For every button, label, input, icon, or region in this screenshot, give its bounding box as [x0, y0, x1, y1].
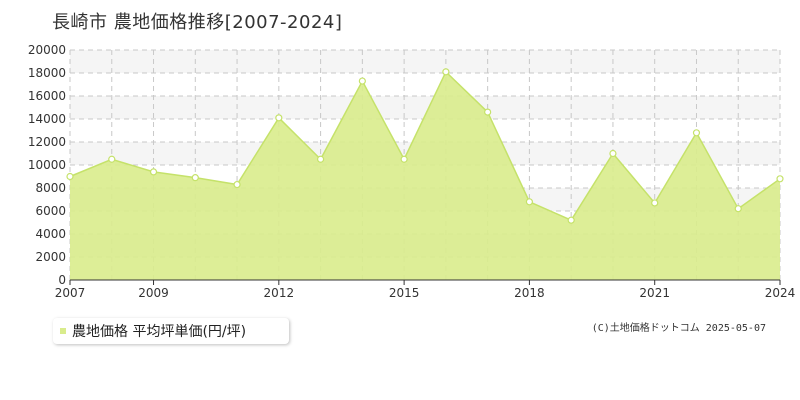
y-tick-label: 16000 [28, 89, 66, 103]
y-tick-label: 20000 [28, 43, 66, 57]
legend-label: 農地価格 平均坪単価(円/坪) [72, 324, 247, 340]
data-point [108, 155, 116, 163]
data-point [191, 174, 199, 182]
series-area [70, 71, 780, 280]
y-tick-label: 10000 [28, 158, 66, 172]
data-point [275, 114, 283, 122]
data-point [692, 129, 701, 137]
legend-swatch [60, 328, 66, 334]
data-points [66, 68, 784, 224]
x-tick-label: 2015 [389, 286, 420, 300]
y-tick-label: 14000 [28, 112, 66, 126]
data-point [149, 168, 158, 176]
data-point [484, 108, 492, 116]
data-point [525, 198, 534, 206]
y-tick-label: 12000 [28, 135, 66, 149]
data-point [442, 68, 450, 76]
data-point [776, 175, 784, 183]
x-tick-label: 2018 [514, 286, 545, 300]
y-tick-labels: 0 2000 4000 6000 8000 10000 12000 14000 16000 180… [28, 43, 66, 287]
x-tick-label: 2012 [264, 286, 295, 300]
y-tick-label: 4000 [35, 227, 66, 241]
data-point [609, 149, 617, 158]
x-tick-label: 2024 [765, 286, 796, 300]
data-point [734, 205, 742, 213]
y-tick-label: 18000 [28, 66, 66, 80]
x-tick-label: 2021 [639, 286, 670, 300]
data-point [567, 216, 575, 224]
data-point [651, 199, 659, 207]
y-tick-label: 0 [58, 273, 66, 287]
chart-title: 長崎市 農地価格推移[2007-2024] [52, 12, 343, 33]
y-tick-label: 2000 [35, 250, 66, 264]
x-tick-labels: 2007 2009 2012 2015 2018 2021 2024 [55, 280, 796, 300]
data-point [358, 77, 366, 85]
data-point [66, 172, 74, 181]
data-point [400, 155, 408, 163]
x-tick-label: 2009 [138, 286, 169, 300]
band [70, 73, 780, 96]
x-tick-label: 2007 [55, 286, 86, 300]
data-point [316, 155, 325, 163]
band [70, 50, 780, 73]
series-line [69, 70, 781, 222]
copyright-text: (C)土地価格ドットコム 2025-05-07 [591, 323, 766, 334]
y-tick-label: 8000 [35, 181, 66, 195]
band [70, 96, 780, 119]
data-point [233, 180, 241, 189]
legend: 農地価格 平均坪単価(円/坪) [53, 318, 289, 344]
y-tick-label: 6000 [35, 204, 66, 218]
